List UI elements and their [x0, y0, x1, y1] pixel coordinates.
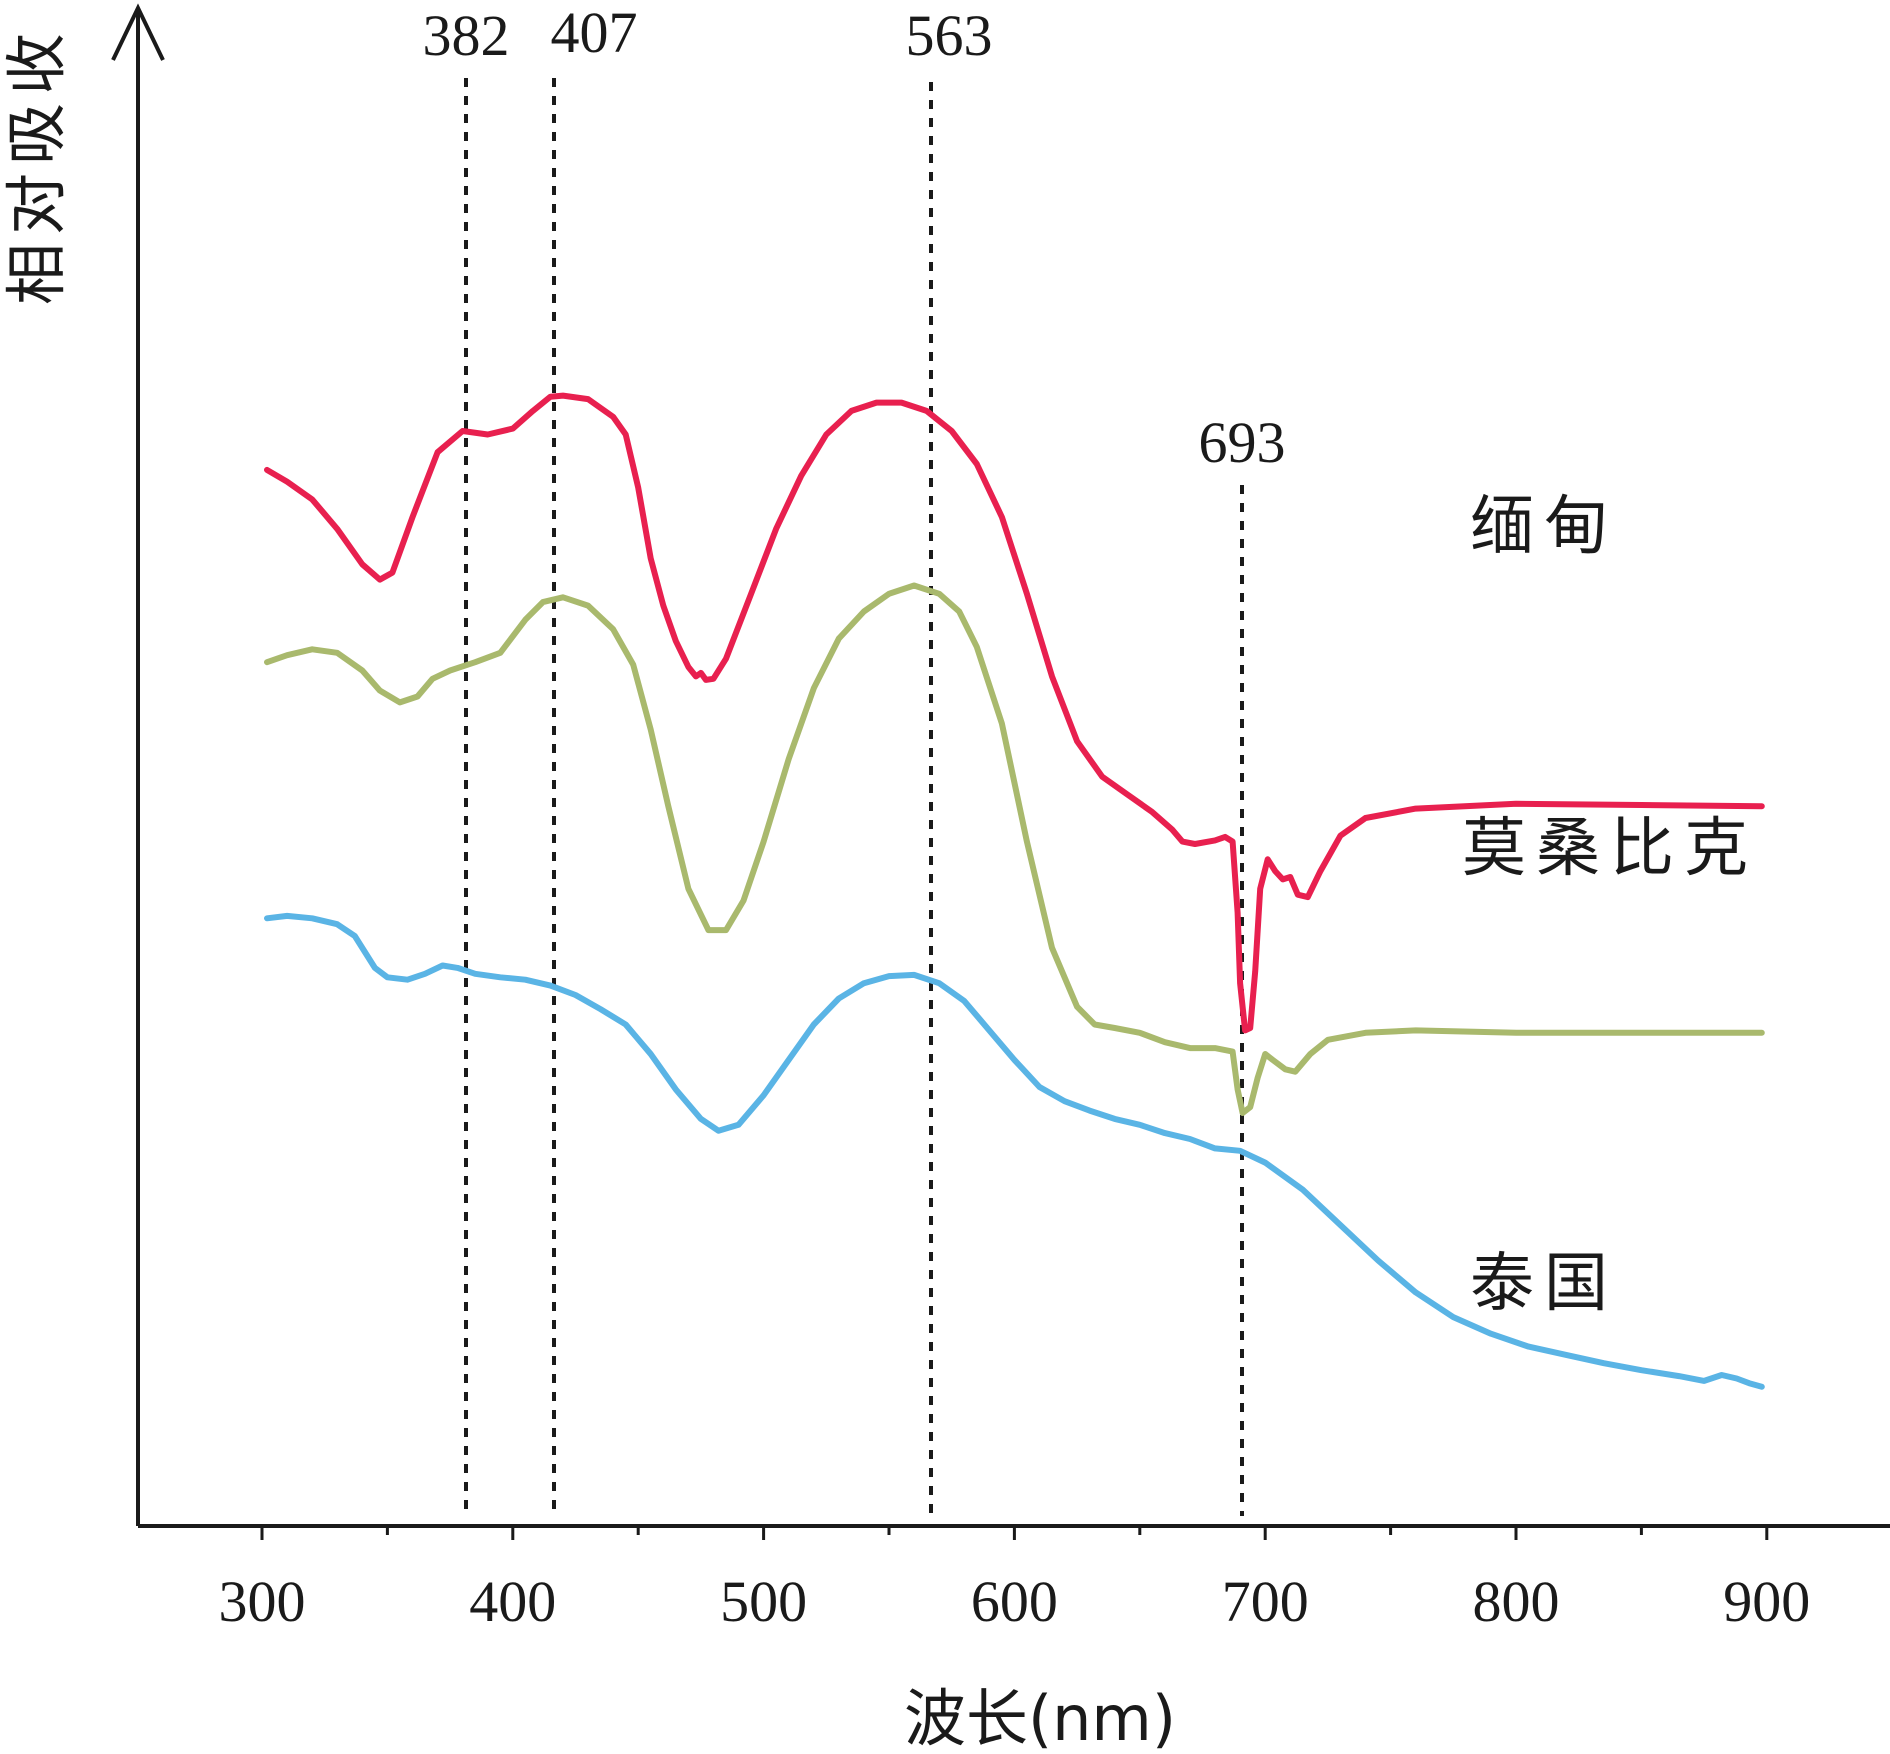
- reference-label-407: 407: [551, 0, 638, 65]
- reference-label-693: 693: [1199, 410, 1286, 475]
- x-tick-label: 400: [469, 1569, 556, 1634]
- x-tick-label: 800: [1473, 1569, 1560, 1634]
- x-tick-label: 700: [1222, 1569, 1309, 1634]
- series-myanmar-line: [264, 392, 1765, 1034]
- y-axis-arrowhead: [111, 3, 165, 61]
- series-mozambique-line: [264, 582, 1765, 1116]
- series-thailand-label: 泰国: [1470, 1247, 1618, 1321]
- series-lines: [264, 392, 1765, 1390]
- axes: [111, 3, 1890, 1528]
- x-tick-label: 300: [219, 1569, 306, 1634]
- series-thailand-line: [264, 912, 1765, 1390]
- series-myanmar-label: 缅甸: [1470, 490, 1618, 564]
- y-axis-title: 相对吸收: [0, 25, 73, 305]
- series-mozambique-label: 莫桑比克: [1462, 812, 1758, 886]
- x-tick-label: 600: [971, 1569, 1058, 1634]
- x-tick-label: 900: [1723, 1569, 1810, 1634]
- reference-label-563: 563: [906, 3, 993, 68]
- x-axis-title: 波长(nm): [904, 1682, 1176, 1754]
- x-tick-label: 500: [720, 1569, 807, 1634]
- reference-label-382: 382: [423, 3, 510, 68]
- reference-lines: 382 407 563 693: [423, 0, 1286, 1516]
- x-axis-ticks: 300 400 500 600 700 800 900: [219, 1526, 1810, 1634]
